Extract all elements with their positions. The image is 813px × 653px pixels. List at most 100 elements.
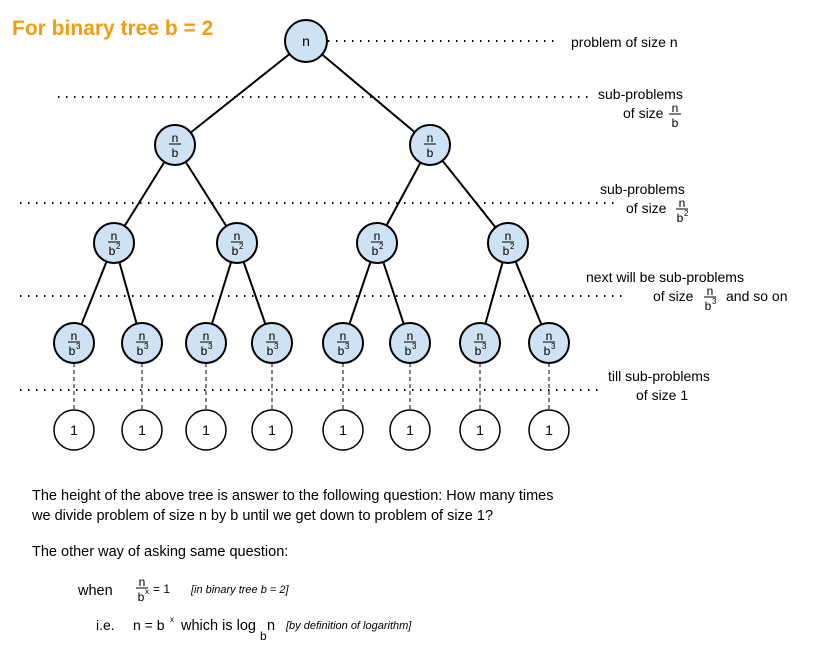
subproblem-node: nb 3 (389, 322, 431, 364)
node-circle (251, 322, 293, 364)
leaf-node: 1 (322, 409, 364, 451)
paragraph-line2: we divide problem of size n by b until w… (31, 508, 493, 524)
node-circle (185, 322, 227, 364)
node-circle (93, 222, 135, 264)
annotation-level1-num: n (672, 101, 679, 115)
annotation-leaf-line2: of size 1 (636, 387, 688, 403)
annotation-level3-line2: of size (653, 288, 694, 304)
leaf-circle (53, 409, 95, 451)
leaf-node: 1 (185, 409, 227, 451)
leaf-node: 1 (121, 409, 163, 451)
level-separators (20, 40, 625, 391)
node-exponent: 3 (551, 342, 556, 351)
node-denominator: b (503, 244, 510, 258)
node-circle (356, 222, 398, 264)
ie-which: which is log (180, 618, 256, 634)
annotation-level2-den: b (677, 211, 684, 225)
subproblem-node: nb 3 (185, 322, 227, 364)
annotation-level2-line1: sub-problems (600, 181, 685, 197)
node-numerator: n (139, 329, 146, 343)
paragraph-line1: The height of the above tree is answer t… (32, 488, 553, 504)
leaf-circle (322, 409, 364, 451)
tree-edge (305, 40, 431, 146)
node-circle (528, 322, 570, 364)
annotation-level2-exp: 2 (684, 209, 689, 218)
node-numerator: n (340, 329, 347, 343)
when-label: when (77, 583, 113, 599)
node-numerator: n (172, 131, 179, 145)
annotation-leaf-line1: till sub-problems (608, 368, 710, 384)
node-exponent: 3 (208, 342, 213, 351)
subproblem-node: nb 3 (528, 322, 570, 364)
leaf-label: 1 (202, 422, 210, 438)
node-numerator: n (234, 229, 241, 243)
subproblem-node: nb 2 (216, 222, 258, 264)
ie-note: [by definition of logarithm] (285, 620, 412, 632)
node-denominator: b (109, 244, 116, 258)
diagram-title: For binary tree b = 2 (12, 17, 213, 40)
leaf-label: 1 (339, 422, 347, 438)
leaf-circle (459, 409, 501, 451)
subproblem-node: nb 2 (487, 222, 529, 264)
leaf-node: 1 (528, 409, 570, 451)
paragraph-question: The other way of asking same question: (32, 544, 288, 560)
node-label: n (302, 33, 310, 49)
node-numerator: n (505, 229, 512, 243)
node-numerator: n (71, 329, 78, 343)
when-note: [in binary tree b = 2] (190, 584, 289, 596)
node-denominator: b (405, 344, 412, 358)
leaf-label: 1 (476, 422, 484, 438)
node-circle (409, 124, 451, 166)
leaf-node: 1 (251, 409, 293, 451)
leaf-node: 1 (53, 409, 95, 451)
node-numerator: n (374, 229, 381, 243)
subproblem-node: nb 2 (93, 222, 135, 264)
ie-exp: x (170, 615, 174, 624)
leaf-node: 1 (389, 409, 431, 451)
node-circle (487, 222, 529, 264)
subproblem-node: nb 3 (121, 322, 163, 364)
annotation-level3-exp: 3 (712, 297, 717, 306)
node-exponent: 2 (116, 242, 121, 251)
node-exponent: 3 (274, 342, 279, 351)
node-circle (459, 322, 501, 364)
leaf-circle (389, 409, 431, 451)
subproblem-node: nb 3 (251, 322, 293, 364)
leaf-label: 1 (268, 422, 276, 438)
leaf-circle (251, 409, 293, 451)
annotation-level1-den: b (672, 116, 679, 130)
leaf-label: 1 (406, 422, 414, 438)
leaf-circle (528, 409, 570, 451)
node-exponent: 2 (510, 242, 515, 251)
leaf-node: 1 (459, 409, 501, 451)
node-denominator: b (544, 344, 551, 358)
node-numerator: n (407, 329, 414, 343)
ie-log-arg: n (267, 618, 275, 634)
node-denominator: b (201, 344, 208, 358)
leaf-label: 1 (138, 422, 146, 438)
annotation-level2-line2: of size (626, 200, 667, 216)
node-denominator: b (475, 344, 482, 358)
subproblem-node: nb 3 (53, 322, 95, 364)
node-numerator: n (546, 329, 553, 343)
node-circle (53, 322, 95, 364)
annotation-root: problem of size n (571, 34, 678, 50)
annotation-level1-line1: sub-problems (598, 86, 683, 102)
node-denominator: b (69, 344, 76, 358)
node-circle (389, 322, 431, 364)
node-exponent: 3 (144, 342, 149, 351)
node-circle (322, 322, 364, 364)
ie-equation: n = b (133, 617, 165, 633)
leaf-label: 1 (70, 422, 78, 438)
ie-log-base: b (260, 629, 267, 643)
node-exponent: 3 (412, 342, 417, 351)
annotation-level3-line1: next will be sub-problems (586, 269, 744, 285)
leaf-label: 1 (545, 422, 553, 438)
node-exponent: 3 (76, 342, 81, 351)
node-numerator: n (477, 329, 484, 343)
annotation-level3-tail: and so on (726, 288, 788, 304)
node-numerator: n (203, 329, 210, 343)
annotation-level3-num: n (707, 284, 714, 298)
